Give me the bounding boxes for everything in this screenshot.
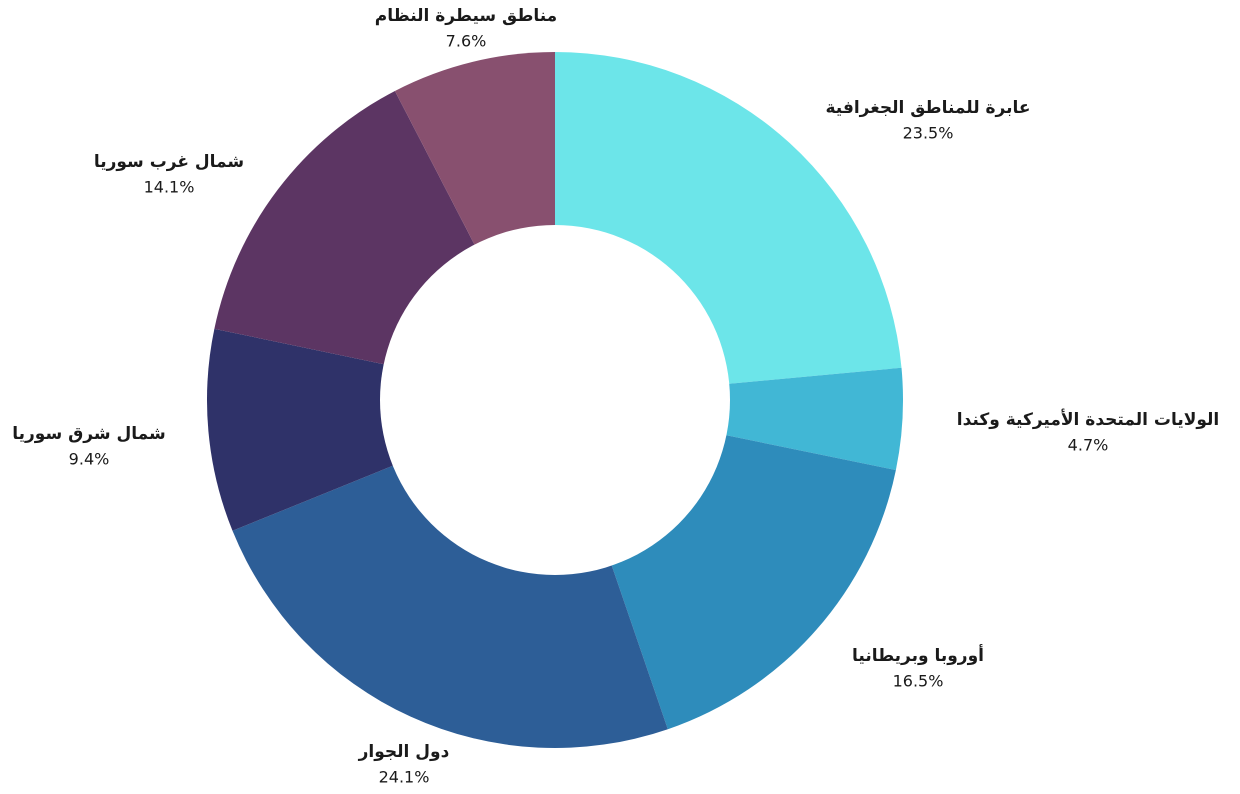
slice-label-5: شمال شرق سوريا <box>12 424 166 444</box>
slice-value-5: 9.4% <box>69 450 110 469</box>
slice-label-1: عابرة للمناطق الجغرافية <box>825 98 1030 118</box>
slice-value-6: 14.1% <box>144 178 195 197</box>
slice-value-1: 23.5% <box>903 124 954 143</box>
slice-value-7: 7.6% <box>446 32 487 51</box>
labels-group: عابرة للمناطق الجغرافية 23.5% الولايات الم… <box>12 6 1219 787</box>
slice-5 <box>207 328 555 531</box>
slice-value-3: 16.5% <box>893 672 944 691</box>
slice-value-4: 24.1% <box>379 768 430 787</box>
slice-label-6: شمال غرب سوريا <box>94 152 244 172</box>
slice-label-7: مناطق سيطرة النظام <box>375 6 557 26</box>
donut-hole <box>380 225 730 575</box>
slice-value-2: 4.7% <box>1068 436 1109 455</box>
slice-label-2: الولايات المتحدة الأميركية وكندا <box>957 409 1220 430</box>
slice-label-3: أوروبا وبريطانيا <box>852 644 984 666</box>
slice-label-4: دول الجوار <box>358 742 450 762</box>
